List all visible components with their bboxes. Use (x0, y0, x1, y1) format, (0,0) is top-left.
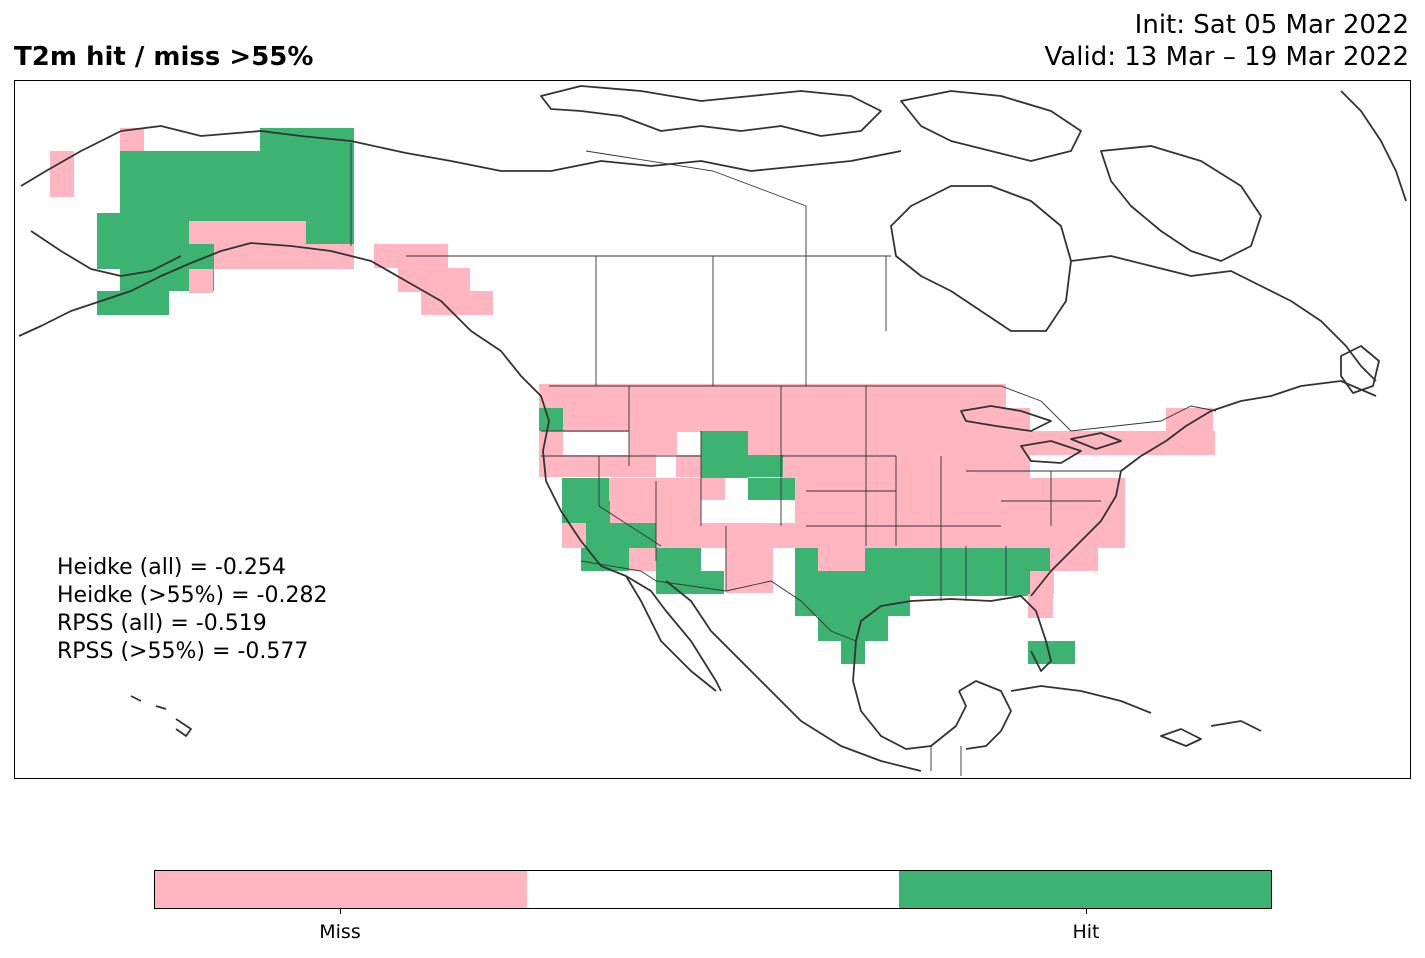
map-panel (14, 80, 1411, 779)
colorbar-tick-miss (340, 908, 341, 914)
colorbar-label-hit: Hit (1072, 921, 1100, 943)
hit-cell (748, 455, 783, 477)
score-heidke-55: Heidke (>55%) = -0.282 (57, 583, 328, 608)
colorbar-neutral-segment (527, 871, 899, 908)
init-date: Init: Sat 05 Mar 2022 (1134, 10, 1409, 40)
miss-cell (1054, 478, 1101, 548)
hit-cell (539, 408, 563, 432)
score-heidke-all: Heidke (all) = -0.254 (57, 555, 286, 580)
hit-cell (795, 571, 865, 616)
miss-cell (1050, 548, 1098, 571)
hit-cell (818, 616, 888, 641)
colorbar-hit-segment (899, 871, 1271, 908)
miss-cell (726, 523, 773, 593)
miss-cell (783, 431, 1006, 478)
miss-cell (539, 455, 656, 477)
miss-cell (701, 478, 725, 500)
miss-cell (676, 455, 701, 477)
hit-cell (97, 291, 169, 315)
miss-cell (50, 151, 74, 197)
hit-cell (1028, 641, 1075, 664)
colorbar (154, 870, 1272, 909)
miss-cell (562, 523, 586, 548)
hit-cell (586, 501, 610, 525)
hit-cell (865, 571, 1030, 596)
hit-cell (865, 548, 1050, 571)
miss-cell (629, 548, 656, 571)
hit-cell (260, 151, 354, 221)
miss-cell (120, 128, 144, 152)
map-title: T2m hit / miss >55% (14, 42, 314, 72)
miss-cell (189, 221, 306, 245)
hit-cell (841, 641, 865, 664)
hit-cell (701, 431, 748, 478)
score-rpss-55: RPSS (>55%) = -0.577 (57, 639, 309, 664)
miss-cell (539, 384, 1006, 432)
skill-scores: Heidke (all) = -0.254 Heidke (>55%) = -0… (57, 554, 327, 666)
valid-period: Valid: 13 Mar – 19 Mar 2022 (1044, 42, 1409, 72)
miss-cell (818, 548, 865, 571)
hit-cell (656, 548, 701, 571)
miss-cell (1101, 478, 1125, 548)
grid-cells (50, 128, 1215, 664)
miss-cell (1006, 478, 1054, 548)
coastlines (18, 85, 1407, 772)
miss-cell (1006, 408, 1030, 478)
miss-cell (656, 523, 726, 548)
colorbar-miss-segment (155, 871, 527, 908)
miss-cell (748, 431, 783, 455)
miss-cell (398, 268, 470, 292)
hit-cell (306, 221, 354, 245)
hit-cell (748, 478, 795, 500)
hit-cell (865, 596, 910, 616)
map-canvas (18, 85, 1407, 776)
miss-cell (629, 431, 677, 455)
miss-cell (213, 244, 354, 269)
hit-cell (581, 548, 629, 571)
miss-cell (421, 291, 493, 315)
miss-cell (773, 523, 795, 548)
colorbar-tick-hit (1086, 908, 1087, 914)
political-borders (350, 143, 1217, 776)
colorbar-label-miss: Miss (319, 921, 361, 943)
miss-cell (1166, 408, 1213, 432)
score-rpss-all: RPSS (all) = -0.519 (57, 611, 267, 636)
miss-cell (189, 269, 213, 293)
